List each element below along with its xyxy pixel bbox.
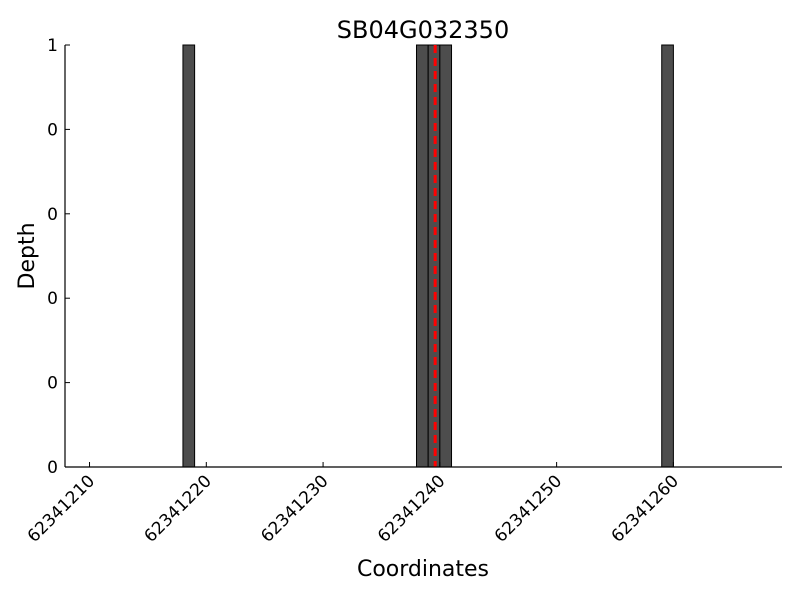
bar-4 <box>661 44 674 468</box>
y-axis-label: Depth <box>15 222 40 289</box>
x-axis-label: Coordinates <box>357 557 489 582</box>
y-tick-label-1: 0 <box>47 374 58 394</box>
x-tick-label-1: 62341220 <box>141 471 216 546</box>
x-tick-label-5: 62341260 <box>608 471 683 546</box>
y-tick-label-3: 0 <box>47 205 58 225</box>
x-tick-label-0: 62341210 <box>24 471 99 546</box>
bar-0 <box>182 44 196 468</box>
x-tick-label-4: 62341250 <box>491 471 566 546</box>
chart-title: SB04G032350 <box>337 16 509 44</box>
bar-3 <box>439 44 453 468</box>
x-tick-label-3: 62341240 <box>374 471 449 546</box>
y-tick-label-2: 0 <box>47 289 58 309</box>
y-tick-label-5: 1 <box>47 36 58 56</box>
bar-1 <box>415 44 429 468</box>
y-tick-label-4: 0 <box>47 120 58 140</box>
x-tick-label-2: 62341230 <box>257 471 332 546</box>
y-tick-label-0: 0 <box>47 458 58 478</box>
